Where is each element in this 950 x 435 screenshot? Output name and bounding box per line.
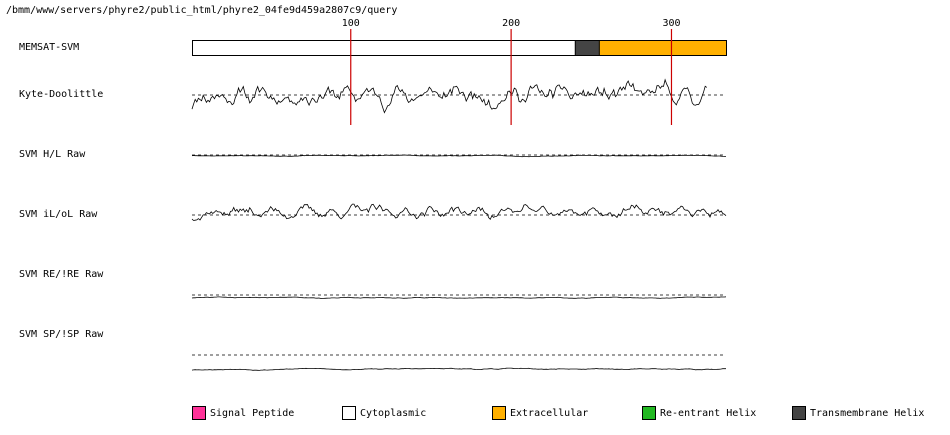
tick-label-300: 300 bbox=[662, 18, 680, 29]
legend-item-signal-peptide: Signal Peptide bbox=[192, 405, 294, 421]
legend-label: Transmembrane Helix bbox=[810, 407, 925, 419]
tick-label-200: 200 bbox=[502, 18, 520, 29]
legend-label: Cytoplasmic bbox=[360, 407, 427, 419]
legend-item-re-entrant-helix: Re-entrant Helix bbox=[642, 405, 756, 421]
svm-il-ol-track-label: SVM iL/oL Raw bbox=[19, 209, 98, 220]
svm-sp-track-label: SVM SP/!SP Raw bbox=[19, 329, 104, 340]
svm-hl-track-label: SVM H/L Raw bbox=[19, 149, 86, 160]
legend-item-transmembrane-helix: Transmembrane Helix bbox=[792, 405, 924, 421]
legend-swatch bbox=[792, 406, 806, 420]
series-line-il bbox=[191, 203, 727, 221]
legend-label: Extracellular bbox=[510, 407, 589, 419]
memsat-segment bbox=[599, 40, 726, 55]
tick-label-100: 100 bbox=[342, 18, 360, 29]
legend-swatch bbox=[342, 406, 356, 420]
series-line-kd bbox=[191, 78, 708, 114]
memsat-segment bbox=[575, 40, 600, 55]
legend-swatch bbox=[492, 406, 506, 420]
series-line-hl bbox=[191, 154, 727, 158]
legend-item-extracellular: Extracellular bbox=[492, 405, 588, 421]
memsat-bar-outline bbox=[192, 40, 727, 56]
legend-label: Signal Peptide bbox=[210, 407, 295, 419]
series-line-re bbox=[191, 296, 727, 299]
legend-swatch bbox=[642, 406, 656, 420]
legend-item-cytoplasmic: Cytoplasmic bbox=[342, 405, 426, 421]
legend-swatch bbox=[192, 406, 206, 420]
series-line-sp bbox=[191, 367, 727, 371]
kyte-doolittle-track-label: Kyte-Doolittle bbox=[19, 89, 104, 100]
memsat-track-label: MEMSAT-SVM bbox=[19, 42, 80, 53]
memsat-segment bbox=[192, 40, 576, 55]
page-title: /bmm/www/servers/phyre2/public_html/phyr… bbox=[6, 5, 398, 16]
svm-re-track-label: SVM RE/!RE Raw bbox=[19, 269, 104, 280]
legend-label: Re-entrant Helix bbox=[660, 407, 757, 419]
topology-plot: 100 200 300 bbox=[191, 18, 727, 371]
